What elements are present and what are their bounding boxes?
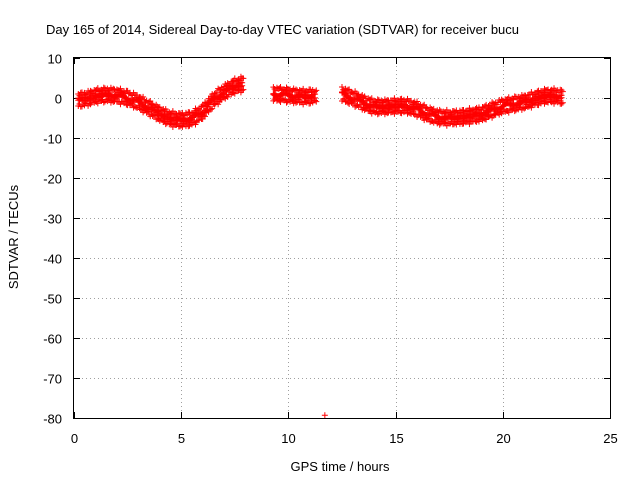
x-tick-label: 10 (281, 431, 295, 446)
series-arc-2 (270, 84, 320, 108)
data-point (391, 95, 398, 102)
y-tick-label: -70 (43, 372, 62, 387)
data-point (528, 104, 535, 111)
x-tick-label: 15 (389, 431, 403, 446)
data-layer (75, 73, 566, 419)
chart-title: Day 165 of 2014, Sidereal Day-to-day VTE… (46, 22, 519, 37)
x-axis-label: GPS time / hours (291, 459, 390, 474)
data-point (558, 87, 565, 94)
data-point (553, 94, 560, 101)
data-point (475, 118, 482, 125)
y-axis-label: SDTVAR / TECUs (6, 184, 21, 289)
data-point (209, 105, 216, 112)
data-point (240, 86, 247, 93)
y-tick-label: -80 (43, 412, 62, 427)
data-point (321, 412, 328, 419)
data-point (100, 99, 107, 106)
data-point (558, 92, 565, 99)
grid-layer (74, 58, 610, 418)
data-point (202, 113, 209, 120)
y-tick-label: -40 (43, 252, 62, 267)
y-tick-label: -10 (43, 132, 62, 147)
x-tick-label: 20 (496, 431, 510, 446)
data-point (283, 84, 290, 91)
data-point (558, 100, 565, 107)
data-point (505, 109, 512, 116)
data-point (240, 75, 247, 82)
data-point (300, 85, 307, 92)
data-point (559, 88, 566, 95)
data-point (185, 123, 192, 130)
data-point (215, 101, 222, 108)
data-point (368, 95, 375, 102)
data-point (559, 99, 566, 106)
data-point (466, 121, 473, 128)
data-point (140, 93, 147, 100)
data-point (436, 106, 443, 113)
series-arc-3 (339, 83, 566, 129)
x-tick-label: 0 (71, 431, 78, 446)
data-point (237, 83, 244, 90)
x-tick-label: 25 (603, 431, 617, 446)
data-point (207, 106, 214, 113)
x-tick-label: 5 (178, 431, 185, 446)
data-point (231, 90, 238, 97)
data-point (436, 121, 443, 128)
data-point (117, 85, 124, 92)
data-point (110, 85, 117, 92)
data-point (521, 105, 528, 112)
y-tick-label: -50 (43, 292, 62, 307)
data-point (391, 110, 398, 117)
data-point (239, 82, 246, 89)
data-point (339, 83, 345, 90)
y-tick-label: -30 (43, 212, 62, 227)
plot-frame (73, 57, 611, 419)
data-point (192, 121, 199, 128)
ticks-layer: 10 0 -10 -20 -30 -40 -50 -60 -70 -80 0 5 10 15 20 25 (43, 52, 618, 447)
data-point (313, 98, 320, 105)
data-point (453, 121, 460, 128)
data-point (313, 87, 320, 94)
data-point (414, 98, 421, 105)
y-tick-label: -60 (43, 332, 62, 347)
y-tick-label: 0 (55, 92, 62, 107)
series-outlier (321, 412, 328, 419)
y-tick-label: 10 (48, 52, 62, 67)
data-point (511, 108, 518, 115)
y-tick-label: -20 (43, 172, 62, 187)
data-point (312, 94, 319, 101)
series-arc-1 (75, 73, 247, 130)
data-point (293, 86, 300, 93)
